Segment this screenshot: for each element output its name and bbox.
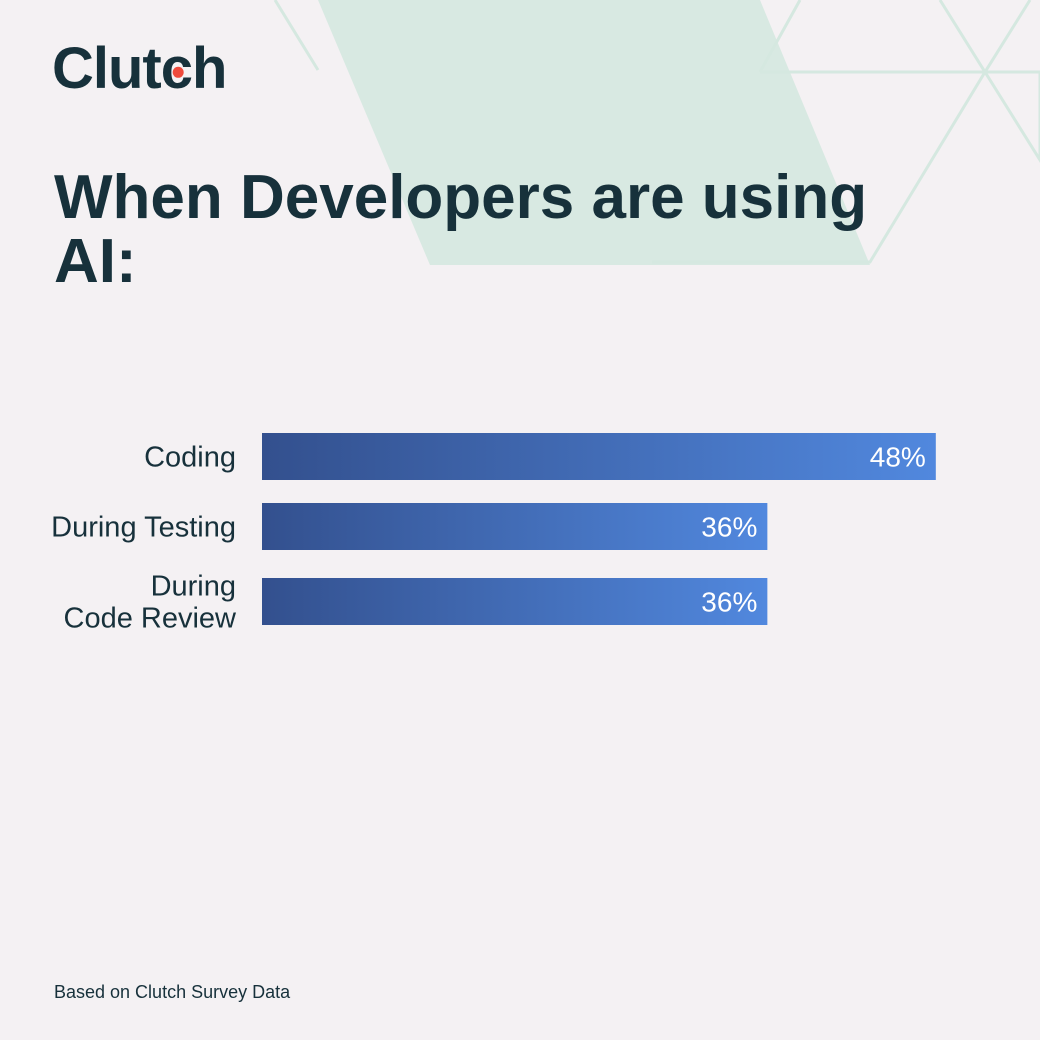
- bar-0: [262, 433, 936, 480]
- bar-chart: 48% Coding 36% During Testing 36% During Code …: [51, 433, 936, 635]
- clutch-logo: Clutch: [52, 40, 227, 98]
- logo-text-start: Clut: [52, 36, 162, 101]
- category-label-line: Coding: [144, 442, 236, 474]
- logo-red-dot: [173, 66, 185, 78]
- bar-value-label-0: 48%: [870, 442, 926, 473]
- logo-c-mark: c: [161, 40, 193, 98]
- hexagon-outline-top: [758, 0, 802, 73]
- bar-value-label-2: 36%: [701, 587, 757, 618]
- hexagon-outline-left: [273, 0, 320, 71]
- category-label-line: During Testing: [51, 512, 236, 544]
- bar-1: [262, 503, 768, 550]
- bar-2: [262, 578, 768, 625]
- category-label-line: Code Review: [64, 603, 238, 635]
- page-title: When Developers are using AI:: [54, 163, 868, 296]
- hexagon-outline-lower: [652, 71, 987, 264]
- category-label-line: During: [151, 571, 236, 603]
- source-footnote: Based on Clutch Survey Data: [54, 982, 291, 1002]
- hexagon-filled: [318, 0, 870, 265]
- bar-value-label-1: 36%: [701, 512, 757, 543]
- category-label-1: During Testing: [51, 512, 236, 544]
- category-label-2: During Code Review: [64, 571, 238, 635]
- category-label-0: Coding: [144, 442, 236, 474]
- logo-text-end: h: [192, 36, 227, 101]
- hexagon-outline-right: [760, 70, 1040, 163]
- hexagon-outline-corner: [938, 0, 1032, 75]
